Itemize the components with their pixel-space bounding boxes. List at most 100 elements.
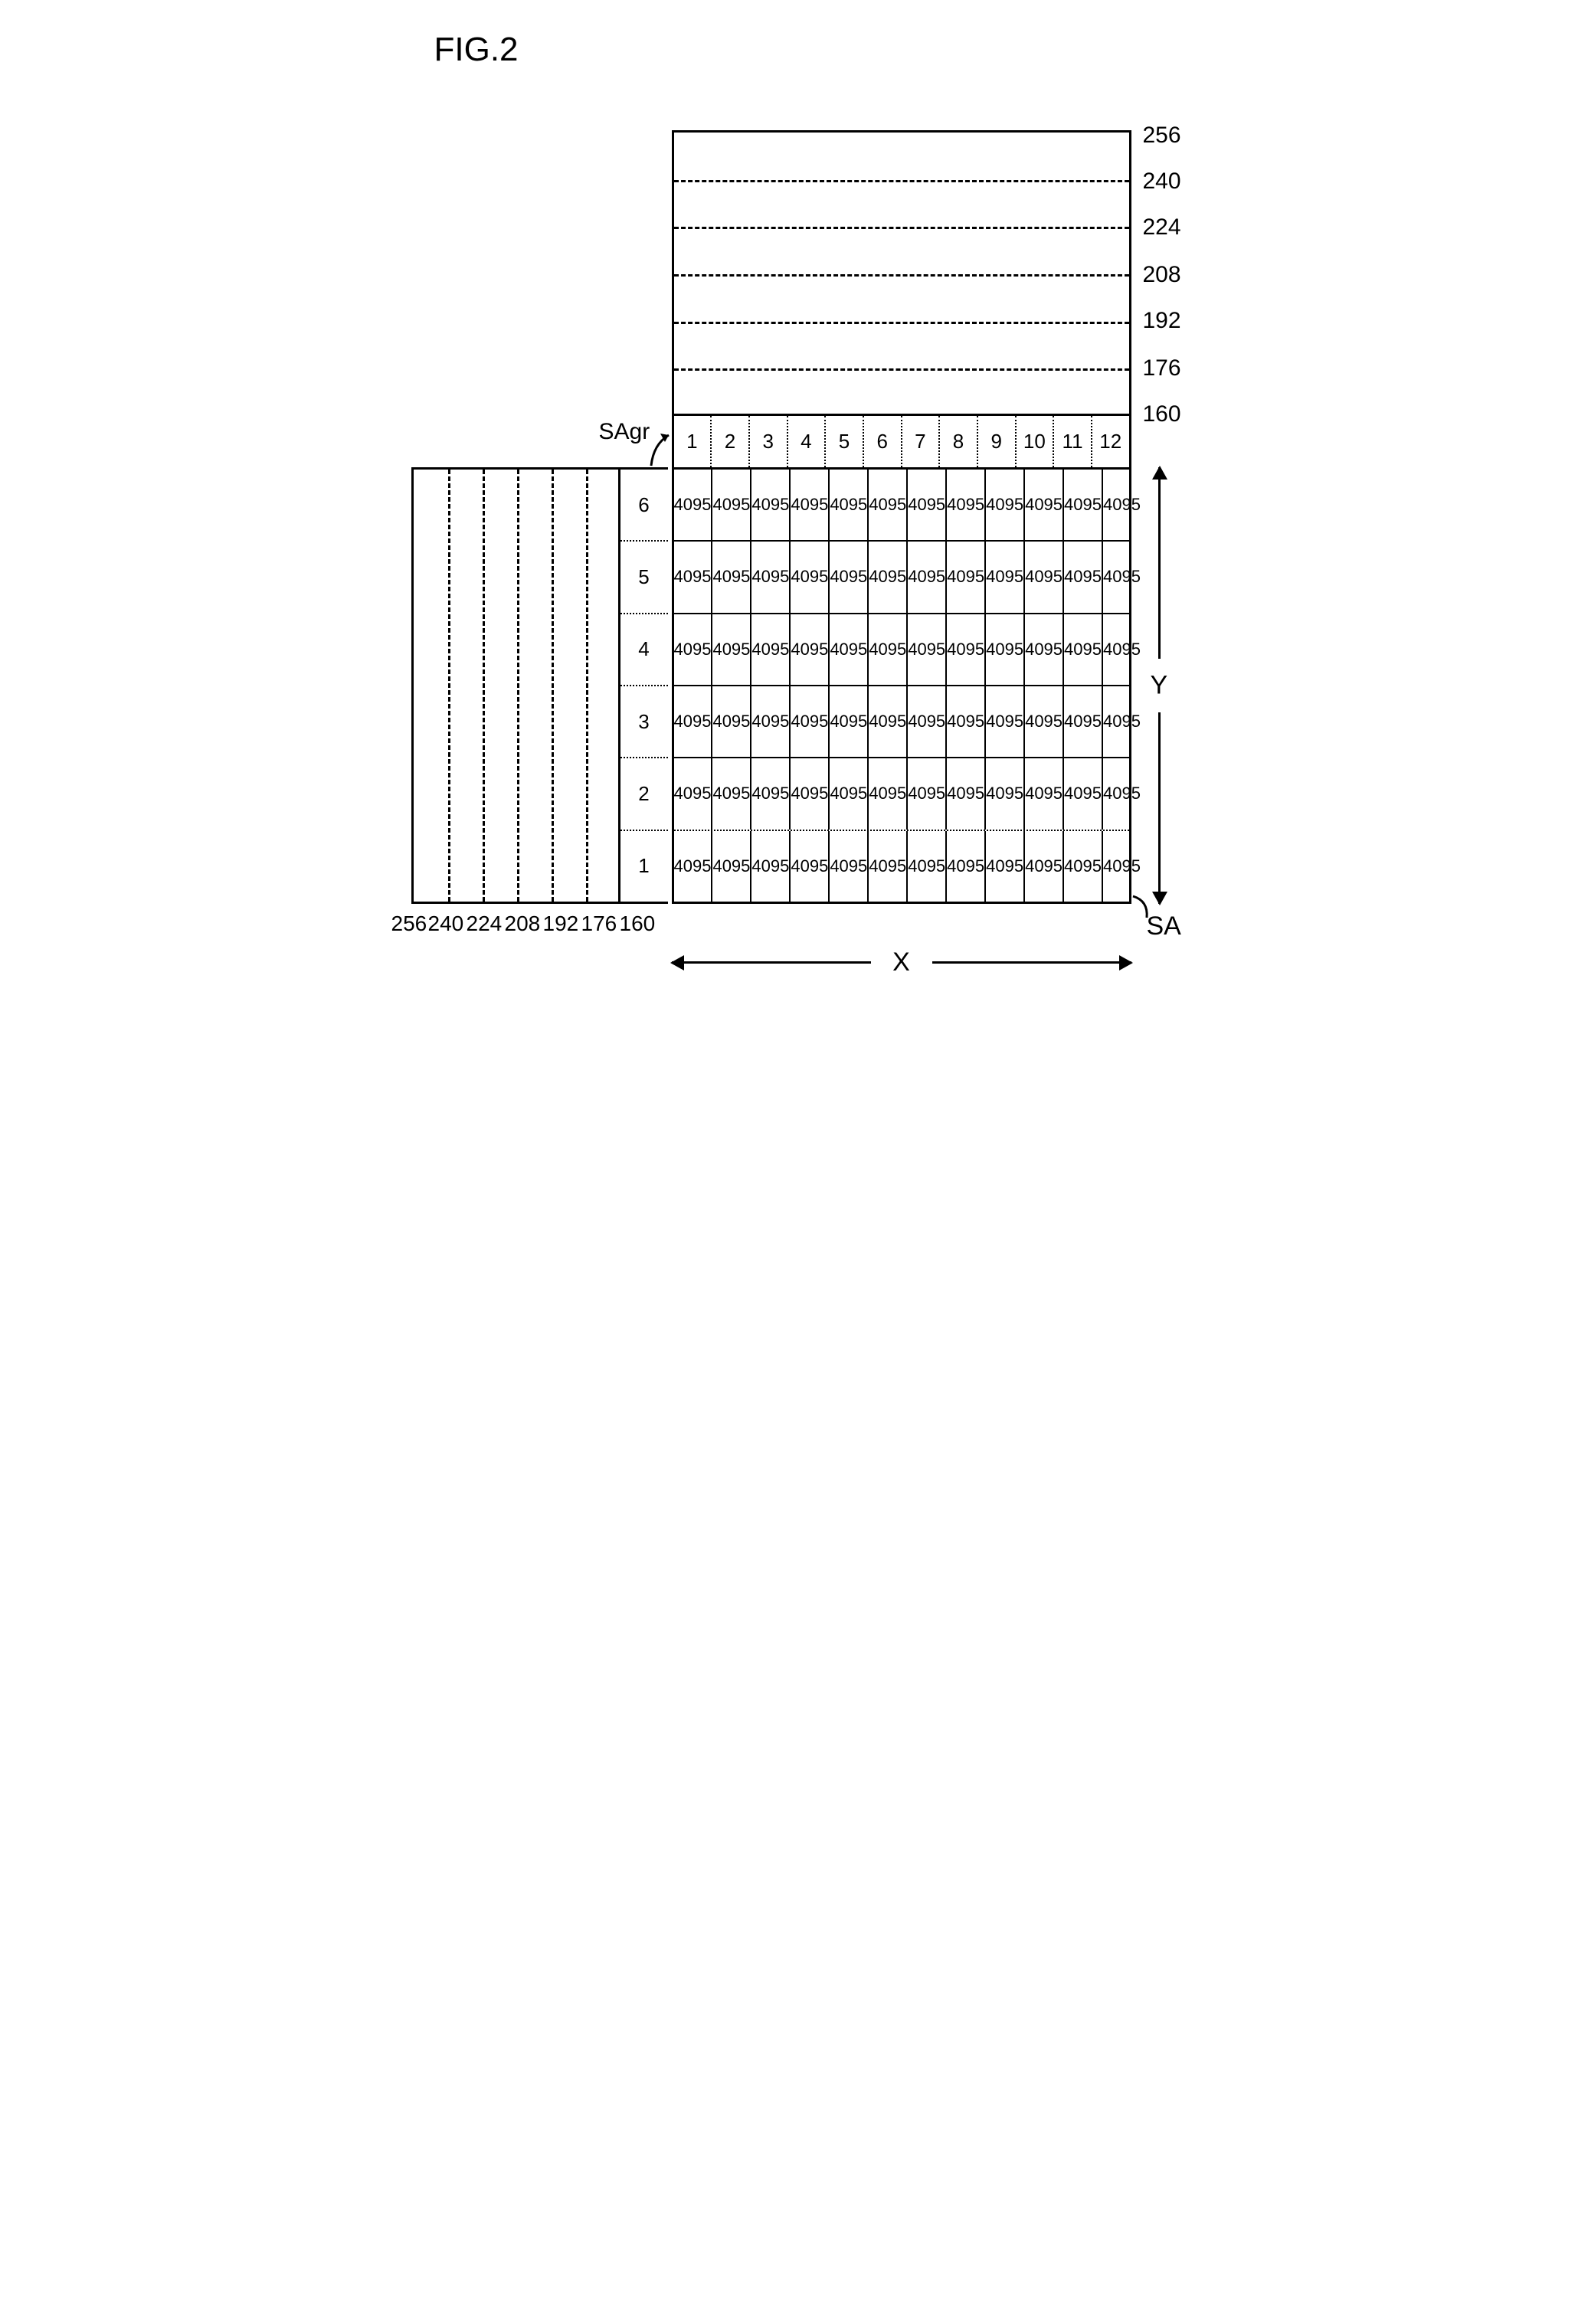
- grid-row: 4095409540954095409540954095409540954095…: [674, 542, 1129, 614]
- x-index-11: 11: [1054, 416, 1092, 467]
- grid-cell: 4095: [986, 686, 1025, 757]
- y-arrow-line-bottom: [1158, 712, 1161, 904]
- grid-cell: 4095: [908, 470, 947, 540]
- top-tick-192: 192: [1143, 308, 1181, 334]
- grid-cell: 4095: [1064, 542, 1103, 612]
- grid-cell: 4095: [1025, 614, 1064, 685]
- grid-cell: 4095: [986, 758, 1025, 829]
- figure-2: FIG.2 256240224208192176160 123456789101…: [411, 31, 1177, 1141]
- grid-cell: 4095: [1103, 758, 1141, 829]
- y-index-column: 654321: [618, 467, 668, 904]
- grid-cell: 4095: [1103, 831, 1141, 902]
- grid-cell: 4095: [947, 470, 986, 540]
- left-dash-col: [586, 470, 588, 902]
- grid-cell: 4095: [751, 758, 791, 829]
- bottom-tick-160: 160: [620, 912, 656, 936]
- grid-cell: 4095: [674, 686, 713, 757]
- x-index-7: 7: [902, 416, 941, 467]
- y-index-4: 4: [620, 614, 668, 686]
- grid-cell: 4095: [1103, 470, 1141, 540]
- top-dash-row: [674, 368, 1129, 371]
- grid-cell: 4095: [1103, 542, 1141, 612]
- grid-cell: 4095: [947, 831, 986, 902]
- top-dash-row: [674, 180, 1129, 182]
- grid-cell: 4095: [908, 542, 947, 612]
- grid-cell: 4095: [986, 614, 1025, 685]
- grid-cell: 4095: [869, 831, 908, 902]
- left-dash-col: [517, 470, 519, 902]
- grid-cell: 4095: [1025, 831, 1064, 902]
- grid-cell: 4095: [869, 614, 908, 685]
- grid-cell: 4095: [986, 831, 1025, 902]
- grid-cell: 4095: [908, 758, 947, 829]
- x-arrow-head-left-icon: [670, 955, 684, 971]
- x-index-9: 9: [978, 416, 1017, 467]
- sagr-label: SAgr: [599, 419, 650, 445]
- y-axis-label: Y: [1151, 671, 1168, 701]
- grid-cell: 4095: [1064, 758, 1103, 829]
- top-tick-224: 224: [1143, 214, 1181, 241]
- y-arrow-line-top: [1158, 467, 1161, 659]
- grid-cell: 4095: [908, 686, 947, 757]
- grid-cell: 4095: [751, 470, 791, 540]
- y-index-6: 6: [620, 470, 668, 542]
- grid-cell: 4095: [674, 614, 713, 685]
- grid-cell: 4095: [1025, 470, 1064, 540]
- grid-cell: 4095: [869, 758, 908, 829]
- x-index-5: 5: [826, 416, 864, 467]
- grid-row: 4095409540954095409540954095409540954095…: [674, 831, 1129, 902]
- x-index-3: 3: [750, 416, 788, 467]
- sagr-arrow-icon: [647, 429, 678, 471]
- grid-row: 4095409540954095409540954095409540954095…: [674, 470, 1129, 542]
- grid-cell: 4095: [947, 542, 986, 612]
- top-dash-row: [674, 274, 1129, 277]
- x-index-10: 10: [1017, 416, 1055, 467]
- grid-cell: 4095: [908, 614, 947, 685]
- grid-cell: 4095: [751, 614, 791, 685]
- top-tick-240: 240: [1143, 169, 1181, 195]
- grid-cell: 4095: [1064, 470, 1103, 540]
- grid-cell: 4095: [1103, 686, 1141, 757]
- bottom-tick-208: 208: [505, 912, 541, 936]
- x-index-8: 8: [940, 416, 978, 467]
- grid-cell: 4095: [712, 542, 751, 612]
- grid-cell: 4095: [674, 831, 713, 902]
- y-index-1: 1: [620, 831, 668, 902]
- grid-cell: 4095: [947, 758, 986, 829]
- grid-cell: 4095: [830, 758, 869, 829]
- grid-cell: 4095: [1064, 686, 1103, 757]
- grid-cell: 4095: [674, 470, 713, 540]
- grid-cell: 4095: [1025, 542, 1064, 612]
- grid-cell: 4095: [986, 542, 1025, 612]
- x-index-2: 2: [712, 416, 750, 467]
- grid-cell: 4095: [1064, 831, 1103, 902]
- left-dash-col: [552, 470, 554, 902]
- grid-cell: 4095: [712, 758, 751, 829]
- bottom-tick-176: 176: [581, 912, 617, 936]
- grid-cell: 4095: [791, 470, 830, 540]
- x-index-row: 123456789101112: [672, 414, 1131, 467]
- x-arrow-line-right: [932, 961, 1131, 964]
- grid-cell: 4095: [869, 470, 908, 540]
- grid-cell: 4095: [830, 470, 869, 540]
- grid-cell: 4095: [712, 470, 751, 540]
- grid-cell: 4095: [1025, 686, 1064, 757]
- bottom-tick-256: 256: [391, 912, 427, 936]
- left-dashed-region: [411, 467, 618, 904]
- grid-cell: 4095: [830, 831, 869, 902]
- grid-cell: 4095: [791, 614, 830, 685]
- grid-cell: 4095: [674, 542, 713, 612]
- bottom-tick-224: 224: [467, 912, 503, 936]
- top-dashed-region: [672, 130, 1131, 414]
- grid-cell: 4095: [751, 831, 791, 902]
- y-arrow-head-top-icon: [1152, 466, 1167, 480]
- top-tick-176: 176: [1143, 355, 1181, 381]
- top-tick-160: 160: [1143, 401, 1181, 427]
- sa-label: SA: [1147, 912, 1181, 941]
- x-index-1: 1: [674, 416, 712, 467]
- x-arrow-line-left: [672, 961, 871, 964]
- data-grid: 4095409540954095409540954095409540954095…: [672, 467, 1131, 904]
- grid-row: 4095409540954095409540954095409540954095…: [674, 758, 1129, 830]
- x-index-4: 4: [788, 416, 827, 467]
- grid-cell: 4095: [791, 831, 830, 902]
